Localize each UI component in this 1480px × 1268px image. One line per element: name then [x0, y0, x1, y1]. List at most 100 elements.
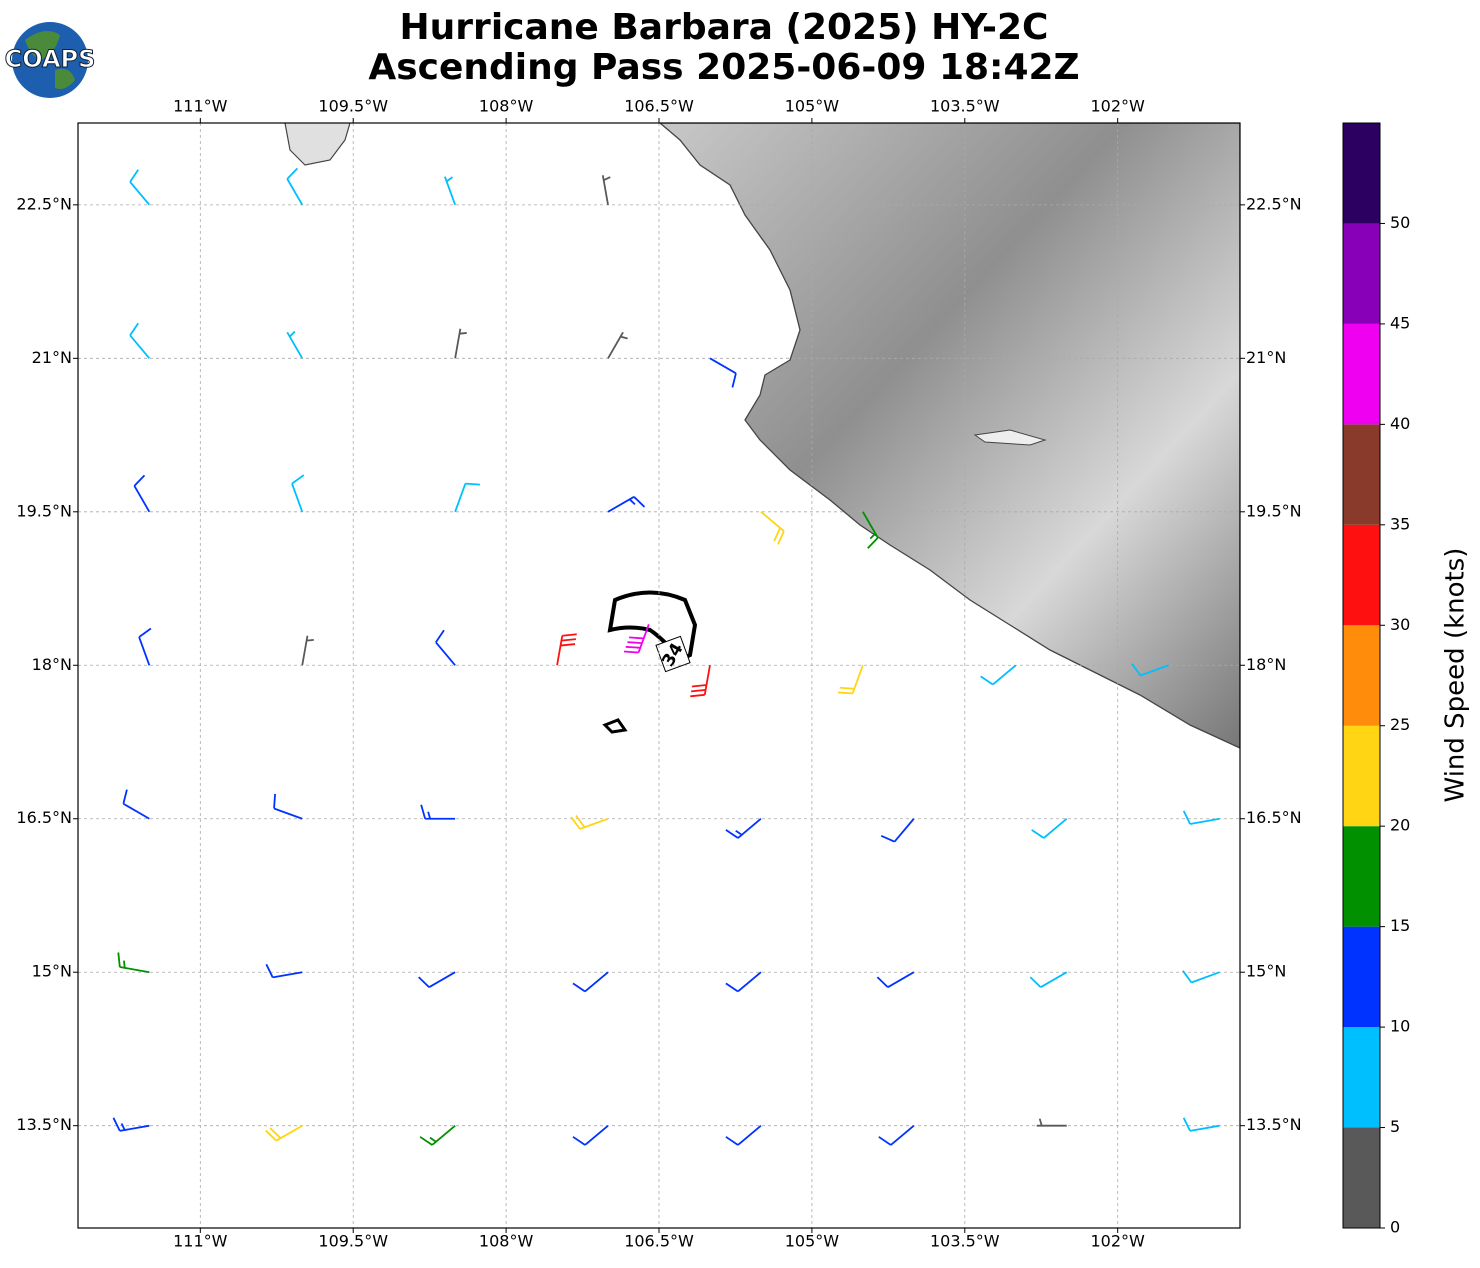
colorbar-bin: [1343, 1027, 1380, 1128]
colorbar-label: Wind Speed (knots): [1441, 548, 1471, 803]
wind-barb: [112, 1117, 150, 1132]
wind-barb: [690, 665, 711, 698]
wind-barb: [556, 633, 577, 666]
wind-barb: [980, 664, 1017, 686]
logo: COAPS: [4, 22, 96, 98]
x-tick-label: 111°W: [173, 1232, 228, 1251]
x-tick-label: 103.5°W: [930, 1232, 1000, 1251]
colorbar-bin: [1343, 826, 1380, 927]
wind-barb: [880, 818, 915, 843]
wind-barb: [122, 789, 150, 820]
colorbar-tick-label: 40: [1390, 414, 1410, 433]
x-tick-label: 102°W: [1091, 1232, 1146, 1251]
wind-barb: [876, 971, 915, 988]
colorbar-bin: [1343, 424, 1380, 525]
wind-barb: [117, 952, 150, 974]
wind-barb: [572, 971, 609, 993]
x-tick-label: 106.5°W: [624, 97, 694, 116]
colorbar-bin: [1343, 725, 1380, 827]
x-tick-label: 109.5°W: [318, 97, 388, 116]
colorbar-tick-label: 20: [1390, 816, 1410, 835]
wind-barb: [1182, 1117, 1220, 1132]
colorbar-tick-label: 30: [1390, 615, 1410, 634]
colorbar-tick-label: 15: [1390, 916, 1410, 935]
wind-barb: [725, 818, 762, 839]
x-tick-label: 105°W: [785, 97, 840, 116]
wind-barb: [133, 474, 151, 513]
wind-barb: [444, 176, 456, 206]
wind-barb: [129, 322, 151, 359]
x-tick-label: 103.5°W: [930, 97, 1000, 116]
x-tick-label: 109.5°W: [318, 1232, 388, 1251]
y-tick-label: 21°N: [1246, 348, 1286, 367]
wind-barb: [725, 971, 762, 993]
y-tick-label: 22.5°N: [1246, 194, 1302, 213]
land: [658, 123, 1240, 749]
y-tick-label: 19.5°N: [1246, 501, 1302, 520]
colorbar-bin: [1343, 625, 1380, 726]
y-tick-label: 15°N: [1246, 962, 1286, 981]
wind-barb: [1031, 818, 1068, 839]
colorbar-bin: [1343, 1127, 1380, 1228]
wind-barb: [760, 511, 785, 545]
wind-barb: [419, 1125, 456, 1146]
colorbar-bin: [1343, 524, 1380, 626]
wind-barb: [286, 330, 304, 359]
wind-barb: [725, 1125, 762, 1146]
y-tick-label: 18°N: [32, 655, 72, 674]
wind-barb: [1182, 810, 1220, 825]
wind-barb: [129, 169, 151, 206]
colorbar-tick-label: 45: [1390, 313, 1410, 332]
colorbar-tick-label: 0: [1390, 1218, 1400, 1237]
wind-barb: [570, 814, 609, 830]
wind-barb: [138, 627, 152, 666]
wind-barb: [454, 328, 467, 359]
wind-barb: [420, 804, 456, 820]
colorbar-bin: [1343, 323, 1380, 425]
wind-barb: [265, 1124, 303, 1142]
x-tick-label: 111°W: [173, 97, 228, 116]
y-tick-label: 19.5°N: [16, 501, 72, 520]
colorbar-tick-label: 5: [1390, 1117, 1400, 1136]
wind-barb: [418, 971, 456, 988]
wind-barb: [838, 664, 864, 695]
colorbar-tick-label: 10: [1390, 1017, 1410, 1036]
colorbar-bin: [1343, 123, 1380, 224]
wind-barb: [607, 496, 646, 513]
colorbar-bin: [1343, 926, 1380, 1028]
colorbar-tick-label: 35: [1390, 514, 1410, 533]
wind-barb: [435, 629, 456, 666]
wind-barb: [273, 793, 303, 820]
x-tick-label: 108°W: [479, 1232, 534, 1251]
wind-barb: [291, 474, 305, 513]
x-tick-label: 102°W: [1091, 97, 1146, 116]
map: 34: [78, 123, 1240, 1228]
colorbar-tick-label: 50: [1390, 213, 1410, 232]
logo-text: COAPS: [5, 45, 96, 73]
wind-barb: [709, 357, 737, 388]
wind-barb: [1029, 971, 1068, 988]
y-tick-label: 21°N: [32, 348, 72, 367]
subtitle: Ascending Pass 2025-06-09 18:42Z: [368, 47, 1079, 88]
wind-barb: [607, 331, 628, 359]
wind-barb: [265, 963, 303, 979]
wind-barb: [623, 624, 650, 654]
y-tick-label: 13.5°N: [1246, 1115, 1302, 1134]
wind-barb: [1131, 663, 1169, 677]
y-tick-label: 16.5°N: [16, 808, 72, 827]
wind-barb: [301, 635, 314, 666]
wind-barb: [878, 1125, 915, 1146]
wind-barb: [454, 482, 480, 513]
wind-barb: [862, 511, 879, 549]
wind-barb: [1036, 1118, 1067, 1127]
x-tick-label: 108°W: [479, 97, 534, 116]
wind-barb: [286, 167, 304, 206]
y-tick-label: 22.5°N: [16, 194, 72, 213]
colorbar-tick-label: 25: [1390, 715, 1410, 734]
wind-barb: [601, 175, 611, 206]
y-tick-label: 15°N: [32, 962, 72, 981]
colorbar-frame: [1342, 122, 1381, 1229]
x-tick-label: 105°W: [785, 1232, 840, 1251]
y-tick-label: 13.5°N: [16, 1115, 72, 1134]
